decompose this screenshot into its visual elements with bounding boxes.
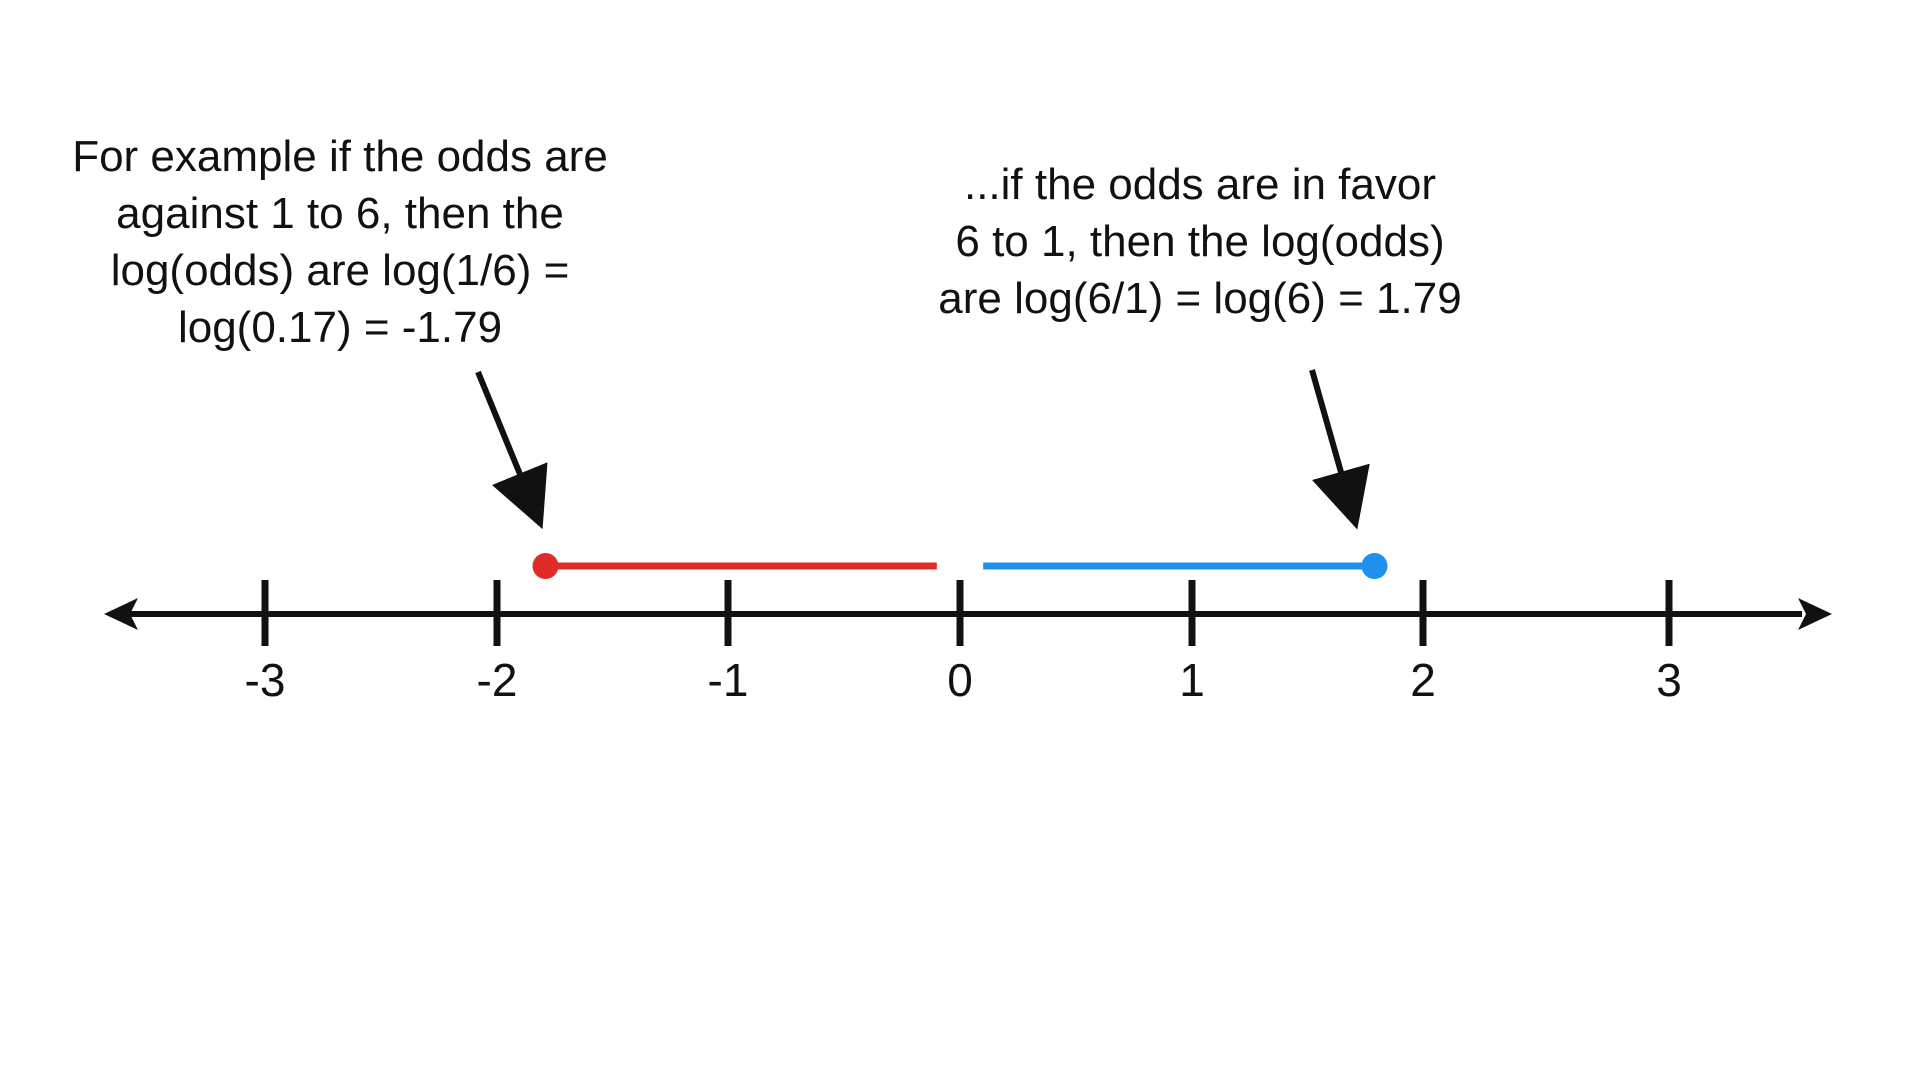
tick-labels: -3 -2 -1 0 1 2 3 [245,654,1682,706]
right-annotation-line-2: 6 to 1, then the log(odds) [955,217,1445,266]
tick-label: 3 [1656,654,1682,706]
left-annotation-line-4: log(0.17) = -1.79 [177,303,503,352]
left-annotation: For example if the odds are against 1 to… [40,128,640,356]
tick-label: 2 [1410,654,1436,706]
left-annotation-line-3: log(odds) are log(1/6) = [110,246,570,295]
tick-label: -1 [708,654,749,706]
axis-right-arrowhead-icon [1798,598,1832,630]
tick-label: -3 [245,654,286,706]
right-annotation-line-1: ...if the odds are in favor [963,160,1437,209]
right-annotation-line-3: are log(6/1) = log(6) = 1.79 [938,274,1462,323]
tick-label: 0 [947,654,973,706]
right-annotation: ...if the odds are in favor 6 to 1, then… [900,156,1500,327]
left-pointer-arrow [475,370,548,530]
axis-left-arrowhead-icon [104,598,138,630]
left-annotation-line-2: against 1 to 6, then the [116,189,564,238]
tick-label: 1 [1179,654,1205,706]
endpoint-in-favor [1361,553,1388,579]
left-annotation-line-1: For example if the odds are [72,132,608,181]
value-segments [532,553,1388,579]
tick-label: -2 [477,654,518,706]
right-pointer-arrow [1309,369,1370,530]
endpoint-against [532,553,559,579]
tick-marks [261,580,1673,646]
